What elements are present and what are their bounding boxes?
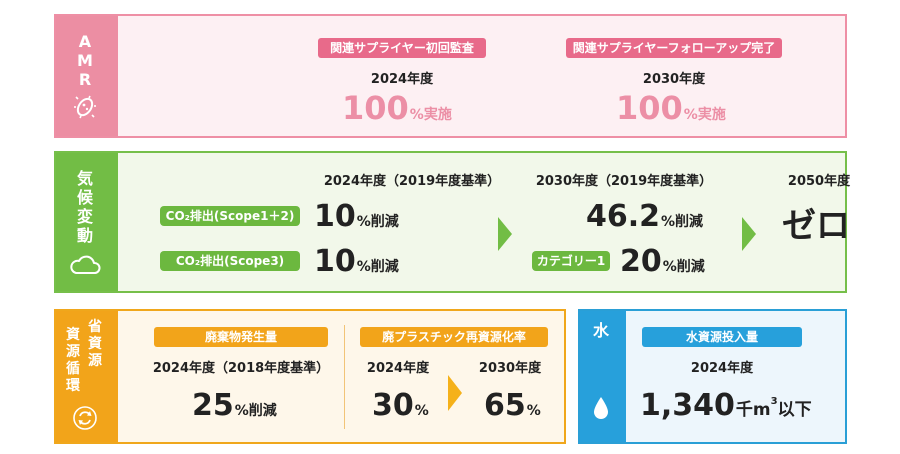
cloud-icon [70, 255, 101, 274]
climate-side-label: 気 候 変 動 [76, 169, 93, 245]
plastic-year2: 2030年度 [478, 361, 542, 376]
waste-badge: 廃棄物発生量 [154, 327, 328, 347]
amr-initial-audit-badge: 関連サプライヤー初回監査 [318, 38, 486, 58]
scope12-badge: CO₂排出(Scope1＋2) [160, 206, 300, 226]
climate-arrow-2 [742, 217, 756, 251]
scope3-value: 10%削減 [314, 244, 399, 279]
water-drop-icon [594, 397, 608, 419]
climate-col3-header: 2050年度 [787, 174, 851, 189]
amr-side-label: A M R [77, 32, 93, 89]
plastic-year1: 2024年度 [366, 361, 430, 376]
category1-value: 20%削減 [620, 244, 705, 279]
resource-side-label-2: 省 資 源 [88, 319, 102, 369]
resource-divider [344, 325, 345, 429]
amr-body: 関連サプライヤー初回監査 2024年度 100%実施 関連サプライヤーフォローア… [118, 16, 845, 136]
waste-value: 25%削減 [192, 388, 277, 423]
bacteria-icon [74, 95, 96, 119]
water-side-label: 水 [592, 321, 609, 340]
scope3-badge: CO₂排出(Scope3) [160, 251, 300, 271]
category1-badge: カテゴリー1 [532, 251, 610, 271]
climate-side: 気 候 変 動 [56, 153, 118, 291]
plastic-arrow [448, 375, 462, 411]
water-side: 水 [580, 311, 626, 442]
water-value: 1,340千m3以下 [640, 388, 812, 423]
climate-col2-header: 2030年度（2019年度基準） [535, 174, 713, 189]
amr-followup-value: 100%実施 [616, 89, 726, 127]
amr-followup-year: 2030年度 [642, 72, 706, 87]
recycle-icon [73, 406, 97, 430]
amr-initial-audit-year: 2024年度 [370, 72, 434, 87]
plastic-value2: 65% [484, 388, 541, 423]
climate-col1-header: 2024年度（2019年度基準） [323, 174, 501, 189]
plastic-value1: 30% [372, 388, 429, 423]
climate-panel: 気 候 変 動 2024年度（2019年度基準） 2030年度（2019年度基準… [54, 151, 850, 293]
resource-side: 資 源 循 環 省 資 源 [56, 311, 118, 442]
scope12-value: 10%削減 [314, 199, 399, 234]
waste-year: 2024年度（2018年度基準） [152, 361, 330, 376]
amr-side: A M R [56, 16, 118, 136]
water-panel: 水 水資源投入量 2024年度 1,340千m3以下 [578, 309, 847, 444]
water-year: 2024年度 [690, 361, 754, 376]
climate-2050-value: ゼロ [782, 206, 850, 246]
climate-arrow-1 [498, 217, 512, 251]
water-badge: 水資源投入量 [642, 327, 802, 347]
amr-initial-audit-value: 100%実施 [342, 89, 452, 127]
resource-panel: 資 源 循 環 省 資 源 廃棄物発生量 2024年度（2018年度基準） 25… [54, 309, 566, 444]
climate-2030-value: 46.2%削減 [586, 199, 704, 234]
climate-body: 2024年度（2019年度基準） 2030年度（2019年度基準） 2050年度… [118, 153, 850, 291]
water-body: 水資源投入量 2024年度 1,340千m3以下 [626, 311, 845, 442]
resource-body: 廃棄物発生量 2024年度（2018年度基準） 25%削減 廃プラスチック再資源… [118, 311, 564, 442]
resource-side-label-1: 資 源 循 環 [66, 327, 80, 394]
plastic-badge: 廃プラスチック再資源化率 [360, 327, 548, 347]
amr-panel: A M R 関連サプライヤー初回監査 2024年度 100%実施 関連サプライヤ… [54, 14, 847, 138]
amr-followup-badge: 関連サプライヤーフォローアップ完了 [566, 38, 782, 58]
